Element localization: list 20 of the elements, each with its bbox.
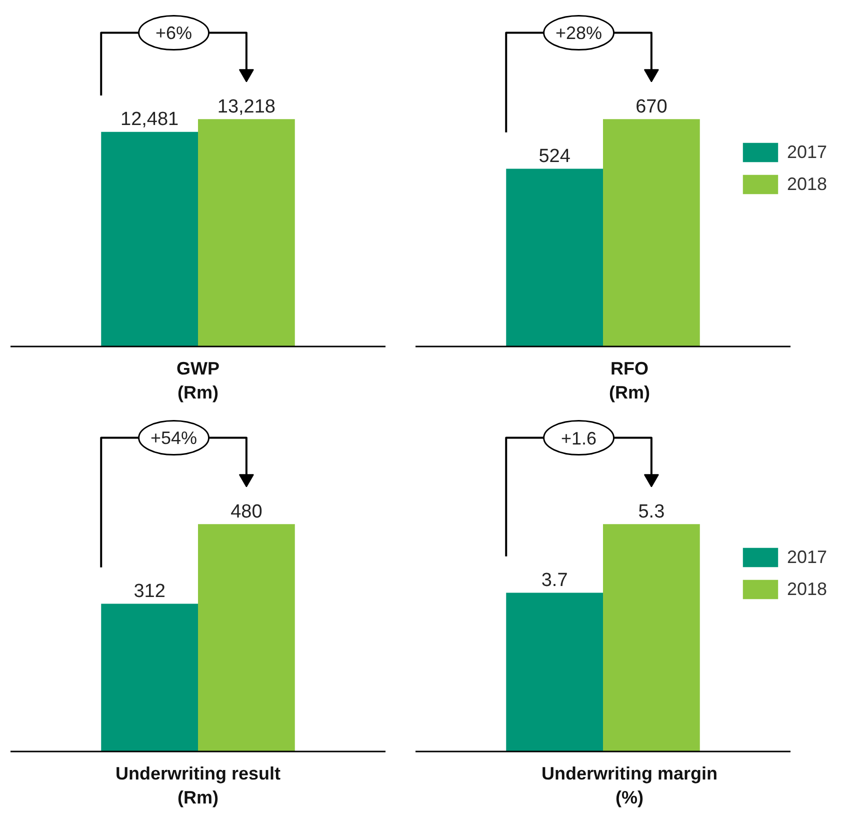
text: +28%: [556, 22, 602, 43]
data-label: 5.3: [638, 501, 665, 522]
x-axis-title: GWP (Rm): [176, 358, 220, 402]
data-label: 3.7: [541, 570, 568, 591]
data-label: 13,218: [217, 96, 276, 118]
data-label: 670: [636, 96, 668, 118]
x-axis-title: Underwriting margin (%): [541, 764, 718, 808]
x-axis-title: Underwriting result (Rm): [115, 764, 281, 808]
text: +54%: [150, 428, 198, 448]
data-label: 312: [134, 580, 166, 602]
text: +6%: [156, 22, 192, 43]
x-axis-title: RFO (Rm): [609, 358, 650, 402]
data-label: 12,481: [120, 109, 179, 130]
legend-label: 2017: [787, 546, 828, 568]
legend-label: 2017: [787, 142, 828, 162]
data-label: 480: [230, 501, 262, 522]
legend-label: 2018: [787, 174, 828, 194]
legend-label: 2018: [787, 578, 828, 600]
data-label: 524: [538, 146, 571, 167]
text: +1.6: [561, 428, 597, 448]
